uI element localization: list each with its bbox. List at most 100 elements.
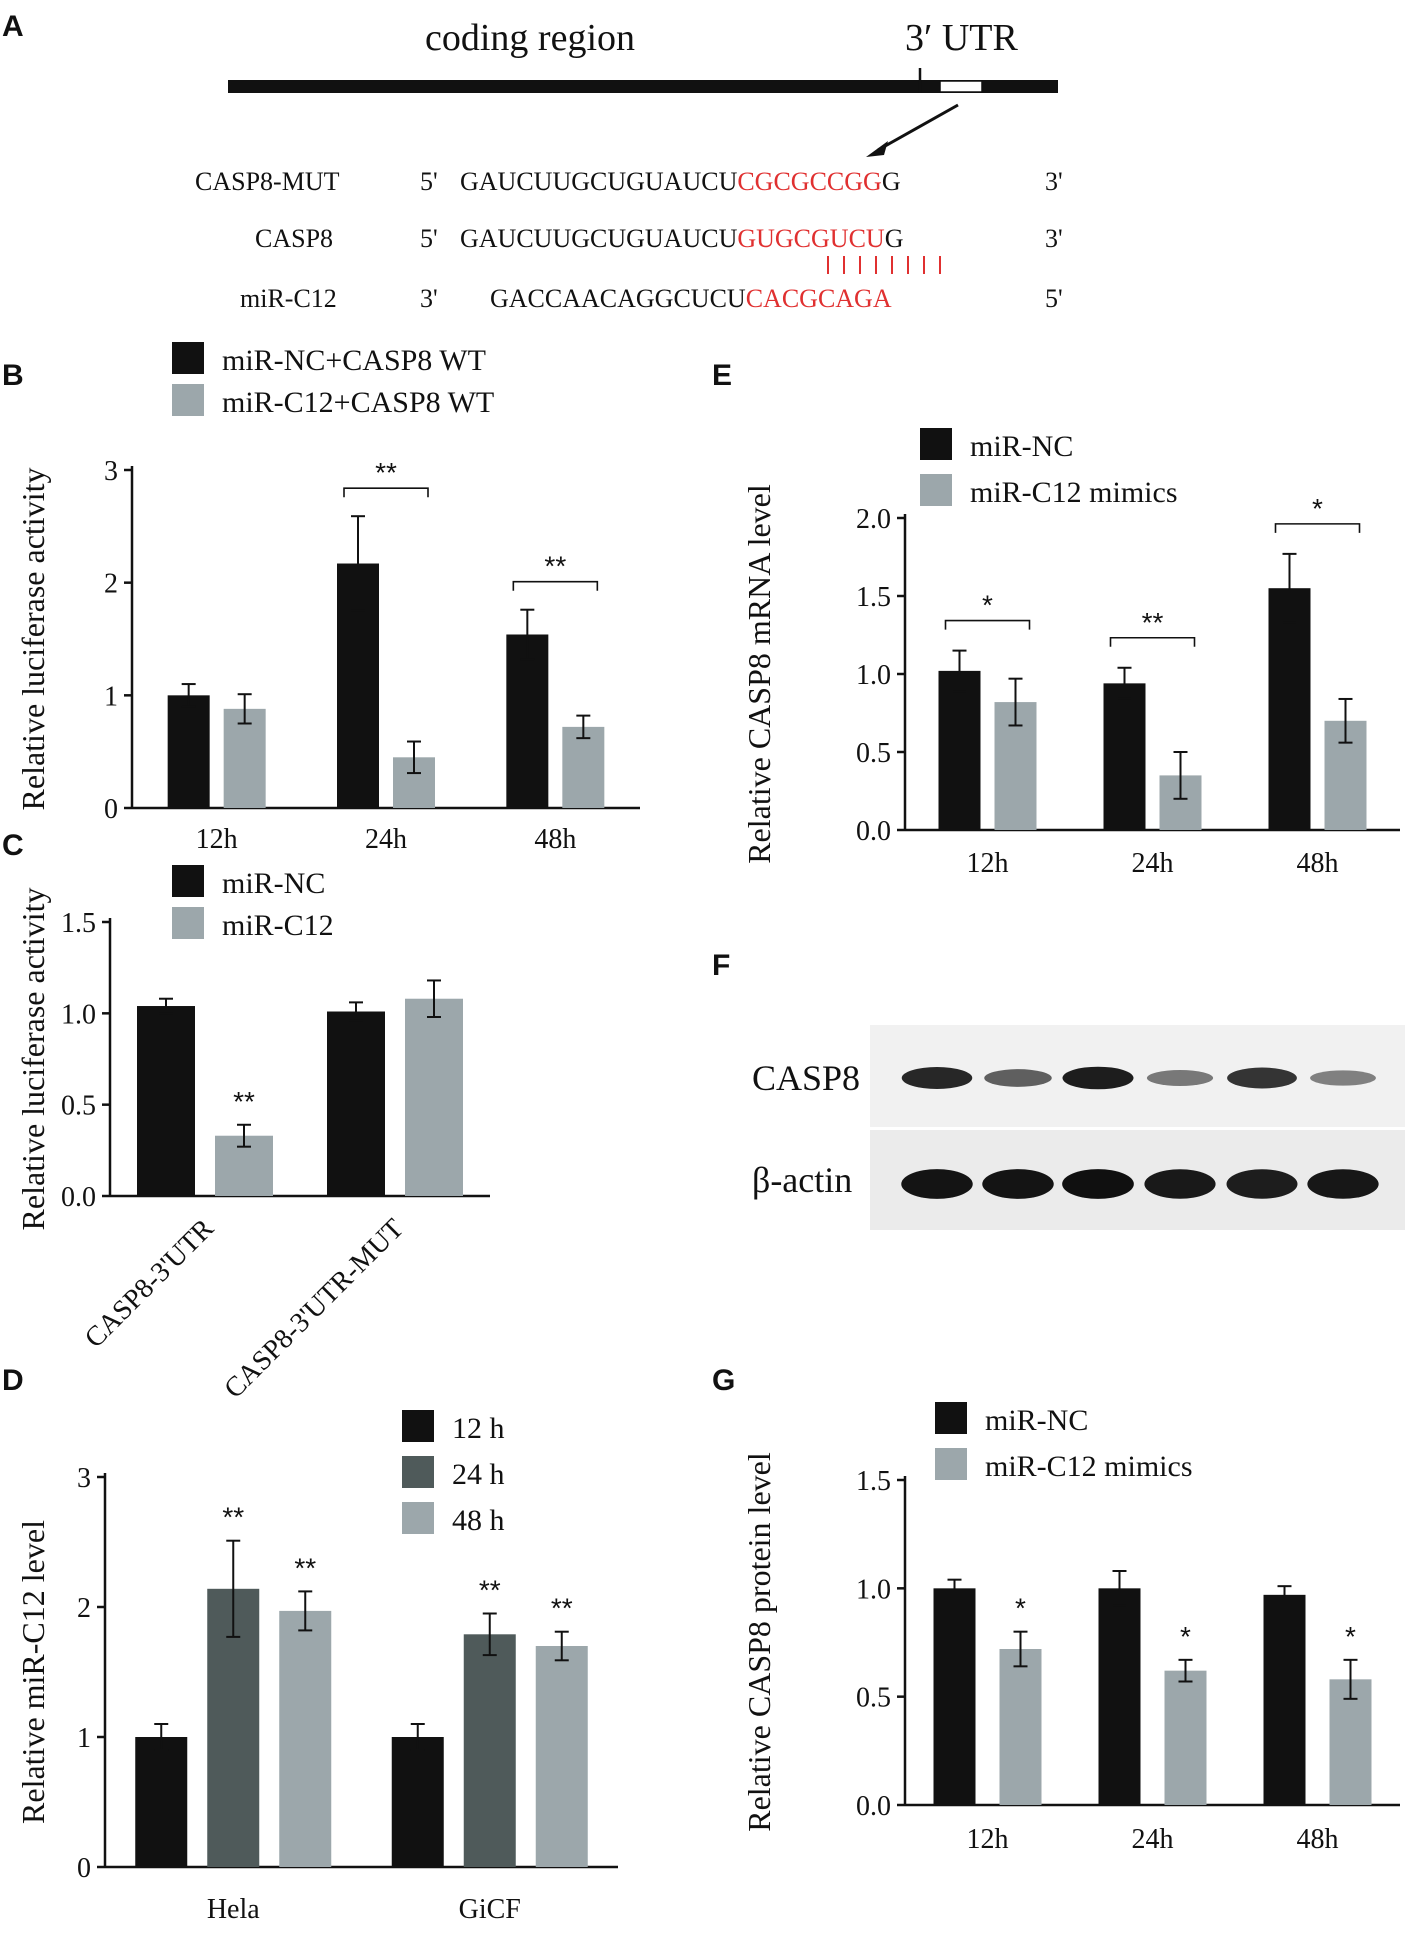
blot-band — [1227, 1067, 1297, 1089]
blot-band — [1144, 1169, 1216, 1199]
y-tick-label: 1.5 — [61, 908, 96, 939]
y-axis-title: Relative luciferase activity — [15, 888, 51, 1231]
y-tick-label: 0.5 — [856, 1683, 891, 1714]
bar — [137, 1006, 195, 1196]
legend-label: 24 h — [452, 1458, 505, 1491]
panel-letter: B — [2, 359, 24, 392]
panel-a-letter: A — [2, 10, 24, 43]
y-tick-label: 2 — [104, 569, 118, 600]
legend-swatch — [920, 428, 952, 460]
y-axis-title: Relative miR-C12 level — [15, 1520, 51, 1824]
y-tick-label: 1.5 — [856, 1466, 891, 1497]
bar — [405, 998, 463, 1196]
significance-label: ** — [1142, 607, 1164, 638]
y-tick-label: 1 — [77, 1723, 91, 1754]
legend-swatch — [172, 384, 204, 416]
panel-f: F CASP8 β-actin — [712, 949, 1405, 1230]
seq-name: CASP8 — [255, 224, 333, 253]
legend-swatch — [402, 1410, 434, 1442]
blot-band — [982, 1169, 1054, 1199]
panel-a: A coding region 3′ UTR CASP8-MUT 5' GAUC… — [2, 10, 1063, 313]
bar — [1268, 588, 1311, 830]
blot-band — [1062, 1066, 1134, 1090]
bar — [1098, 1588, 1141, 1805]
bar — [506, 634, 549, 808]
chart-c: C 0.0 0.5 1.0 1.5 Relative luciferase activit… — [2, 829, 490, 1405]
significance-bracket — [944, 619, 1031, 630]
seq-end-right: 3' — [1045, 167, 1063, 196]
bar — [327, 1011, 385, 1196]
legend-label: 48 h — [452, 1504, 505, 1537]
bar — [1103, 683, 1146, 830]
chart-e: E 0.0 0.5 1.0 1.5 2.0 Relative CASP8 mRNA leve… — [712, 359, 1400, 879]
gene-bar — [228, 80, 1058, 93]
coding-region-label: coding region — [425, 17, 635, 59]
legend-swatch — [402, 1502, 434, 1534]
x-tick-label: 12h — [196, 824, 238, 855]
bar — [535, 1646, 588, 1867]
bar — [463, 1634, 516, 1867]
blot-band — [984, 1069, 1052, 1087]
chart-b: B 0 1 2 3 Relative luciferase activity ** ** 12h… — [2, 342, 640, 855]
significance-bracket — [512, 580, 599, 591]
y-tick-label: 1 — [104, 681, 118, 712]
x-tick-label: 48h — [1297, 848, 1339, 879]
y-tick-label: 3 — [77, 1463, 91, 1494]
blot-band — [1310, 1070, 1376, 1086]
legend-label: miR-NC — [970, 430, 1073, 463]
x-tick-label: 24h — [1132, 1824, 1174, 1855]
arrow-head-icon — [866, 141, 888, 157]
significance-bracket — [343, 487, 429, 498]
legend-swatch — [172, 865, 204, 897]
y-tick-label: 1.0 — [856, 1574, 891, 1605]
bar — [1329, 1679, 1372, 1805]
seq-text: GACCAACAGGCUCUCACGCAGA — [490, 284, 892, 313]
panel-letter: E — [712, 359, 732, 392]
y-tick-label: 2 — [77, 1593, 91, 1624]
y-axis-title: Relative CASP8 protein level — [741, 1452, 777, 1832]
seq-end-right: 3' — [1045, 224, 1063, 253]
seq-row-casp8-mut: CASP8-MUT 5' GAUCUUGCUGUAUCUCGCGCCGGG 3' — [195, 167, 1063, 196]
seq-end-right: 5' — [1045, 284, 1063, 313]
y-axis-title: Relative luciferase activity — [15, 468, 51, 811]
legend-label: miR-NC — [222, 867, 325, 900]
y-tick-label: 0.0 — [61, 1182, 96, 1213]
seq-end-left: 5' — [420, 224, 438, 253]
target-site-box — [939, 80, 983, 93]
x-tick-label: 12h — [967, 1824, 1009, 1855]
seq-end-left: 5' — [420, 167, 438, 196]
blot-band — [901, 1067, 973, 1089]
bar-label: ** — [479, 1575, 501, 1606]
legend-swatch — [402, 1456, 434, 1488]
y-tick-label: 0 — [77, 1853, 91, 1884]
blot-band — [1146, 1070, 1214, 1086]
bar-label: * — [1345, 1621, 1356, 1652]
y-tick-label: 1.5 — [856, 582, 891, 613]
y-axis-title: Relative CASP8 mRNA level — [741, 484, 777, 864]
x-tick-label: CASP8-3'UTR-MUT — [218, 1213, 410, 1405]
bar — [938, 670, 981, 830]
panel-f-letter: F — [712, 949, 730, 982]
blot-band — [1226, 1169, 1298, 1199]
panel-letter: D — [2, 1364, 24, 1397]
legend-label: miR-C12+CASP8 WT — [222, 386, 494, 419]
legend-swatch — [935, 1402, 967, 1434]
x-tick-label: CASP8-3'UTR — [79, 1213, 220, 1354]
bar-label: ** — [294, 1552, 316, 1583]
seq-row-casp8: CASP8 5' GAUCUUGCUGUAUCUGUGCGUCUG 3' — [255, 224, 1063, 253]
legend-label: miR-C12 — [222, 909, 334, 942]
legend-label: miR-NC+CASP8 WT — [222, 344, 486, 377]
seq-end-left: 3' — [420, 284, 438, 313]
bar — [1263, 1594, 1306, 1805]
legend-swatch — [935, 1448, 967, 1480]
y-tick-label: 3 — [104, 456, 118, 487]
y-tick-label: 0 — [104, 794, 118, 825]
significance-label: * — [1312, 493, 1323, 524]
chart-g: G 0.0 0.5 1.0 1.5 Relative CASP8 protein leve… — [712, 1364, 1400, 1855]
seq-row-mir-c12: miR-C12 3' GACCAACAGGCUCUCACGCAGA 5' — [240, 284, 1063, 313]
target-arrow — [877, 103, 959, 152]
seq-text: GAUCUUGCUGUAUCUGUGCGUCUG — [460, 224, 903, 253]
blot-band — [901, 1169, 973, 1199]
y-tick-label: 1.0 — [856, 660, 891, 691]
